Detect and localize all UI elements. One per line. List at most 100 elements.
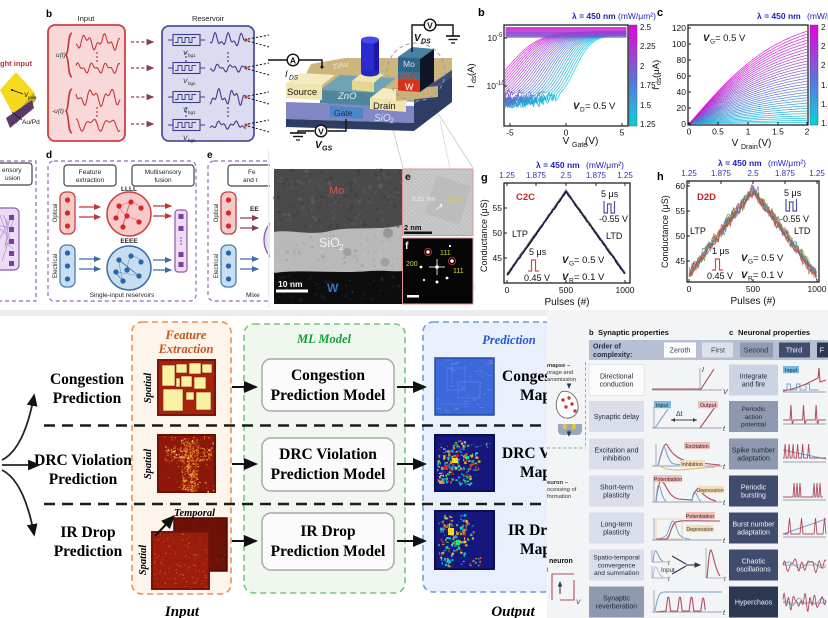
svg-text:ds: ds [471, 75, 478, 83]
svg-text:0: 0 [687, 127, 692, 137]
svg-text:1.25: 1.25 [681, 169, 697, 178]
svg-text:G: G [748, 259, 753, 266]
svg-text:plasticity: plasticity [603, 492, 630, 499]
svg-text:Pulses (#): Pulses (#) [544, 297, 589, 308]
svg-text:bg1: bg1 [188, 110, 196, 115]
svg-text:V: V [315, 140, 323, 151]
svg-text:2.5: 2.5 [747, 169, 759, 178]
svg-text:(V): (V) [585, 136, 598, 147]
svg-text:120: 120 [672, 23, 686, 33]
svg-text:V: V [562, 272, 569, 283]
svg-text:c: c [729, 328, 733, 337]
svg-text:D: D [580, 107, 585, 114]
svg-text:Input: Input [661, 567, 675, 574]
svg-text:reverberation: reverberation [596, 603, 637, 610]
svg-text:0: 0 [564, 128, 569, 138]
svg-text:Excitation: Excitation [685, 444, 708, 450]
svg-text:Periodic: Periodic [742, 406, 767, 413]
svg-text:Mixe: Mixe [246, 292, 260, 299]
svg-text:Pulses (#): Pulses (#) [730, 296, 775, 307]
svg-text:Neuronal properties: Neuronal properties [738, 328, 810, 337]
svg-text:V: V [732, 138, 739, 149]
svg-text:2: 2 [390, 118, 394, 125]
svg-text:mapse –: mapse – [547, 363, 571, 369]
svg-text:λ = 450 nm: λ = 450 nm [572, 11, 616, 21]
svg-text:1.: 1. [821, 81, 828, 90]
svg-text:ensory: ensory [2, 167, 22, 174]
svg-text:λ = 450 nm: λ = 450 nm [718, 158, 762, 168]
svg-text:V: V [576, 599, 581, 606]
svg-text:-10: -10 [496, 81, 505, 87]
svg-text:55: 55 [493, 203, 503, 213]
svg-text:Potentiation: Potentiation [686, 514, 714, 520]
svg-text:W: W [405, 82, 414, 92]
svg-text:and r: and r [243, 177, 259, 184]
svg-text:ansmission: ansmission [547, 377, 576, 383]
svg-text:t: t [723, 610, 726, 617]
svg-text:Prediction Model: Prediction Model [271, 387, 386, 404]
svg-text:Map: Map [520, 387, 547, 404]
svg-text:Input: Input [656, 403, 668, 409]
svg-text:oscillations: oscillations [736, 566, 771, 573]
svg-text:Gate: Gate [572, 142, 587, 149]
svg-text:I: I [651, 87, 662, 90]
svg-text:λ = 450 nm: λ = 450 nm [536, 160, 580, 170]
svg-text:ght input: ght input [0, 59, 33, 68]
svg-text:5 μs: 5 μs [529, 247, 547, 257]
svg-text:I: I [466, 85, 477, 88]
svg-text:Chaotic: Chaotic [742, 559, 766, 566]
svg-text:1.5: 1.5 [640, 101, 652, 110]
svg-text:Conductance (μS): Conductance (μS) [660, 195, 670, 268]
svg-text:c: c [657, 7, 663, 19]
svg-text:1.875: 1.875 [775, 169, 796, 178]
svg-text:SiO: SiO [401, 72, 414, 81]
svg-text:5 μs: 5 μs [601, 189, 619, 199]
svg-text:Δt: Δt [676, 411, 683, 418]
svg-text:Temporal: Temporal [174, 508, 215, 519]
svg-text:extraction: extraction [76, 177, 105, 184]
svg-text:Spatio-temporal: Spatio-temporal [593, 555, 640, 562]
svg-text:-0.55 V: -0.55 V [780, 214, 809, 224]
svg-text:Electrical: Electrical [214, 254, 220, 278]
svg-text:5 μs: 5 μs [784, 188, 802, 198]
svg-text:b: b [46, 9, 52, 20]
svg-text:b: b [589, 328, 594, 337]
svg-text:(mW/μm²): (mW/μm²) [586, 160, 624, 170]
svg-text:2: 2 [821, 23, 826, 32]
svg-text:55: 55 [676, 206, 686, 216]
svg-text:orage and: orage and [547, 370, 573, 376]
svg-text:50: 50 [676, 231, 686, 241]
svg-text:60: 60 [677, 71, 687, 81]
svg-text:Directional: Directional [600, 374, 634, 381]
svg-text:Inhibition: Inhibition [681, 462, 703, 468]
svg-text:adaptation: adaptation [737, 529, 770, 536]
svg-text:bgn: bgn [188, 81, 196, 86]
svg-text:0.21 nm: 0.21 nm [412, 196, 436, 203]
svg-text:-5: -5 [506, 128, 514, 138]
svg-text:DRC Violation: DRC Violation [34, 452, 132, 469]
svg-text:Depression: Depression [696, 488, 723, 494]
svg-text:LTD: LTD [794, 226, 811, 236]
svg-text:GS: GS [322, 146, 332, 153]
svg-text:t: t [723, 426, 726, 433]
svg-text:Order of: Order of [593, 343, 622, 351]
svg-text:Output: Output [491, 604, 535, 618]
svg-text:V: V [318, 127, 324, 137]
svg-text:1000: 1000 [616, 285, 635, 295]
svg-text:bgn: bgn [188, 138, 196, 143]
svg-text:0: 0 [687, 284, 692, 294]
svg-text:DS: DS [289, 75, 299, 82]
svg-text:action: action [745, 414, 763, 421]
svg-text:V: V [562, 255, 569, 266]
svg-text:1.: 1. [821, 100, 828, 109]
svg-text:post: post [28, 95, 37, 100]
svg-text:R: R [569, 278, 574, 285]
svg-text:V: V [573, 101, 580, 112]
svg-text:e: e [207, 150, 213, 161]
svg-text:80: 80 [677, 55, 687, 65]
svg-text:t: t [668, 577, 670, 583]
svg-text:60: 60 [676, 181, 686, 191]
svg-text:ds: ds [656, 77, 663, 85]
svg-text:500: 500 [559, 285, 573, 295]
svg-text:Spatial: Spatial [143, 449, 154, 479]
